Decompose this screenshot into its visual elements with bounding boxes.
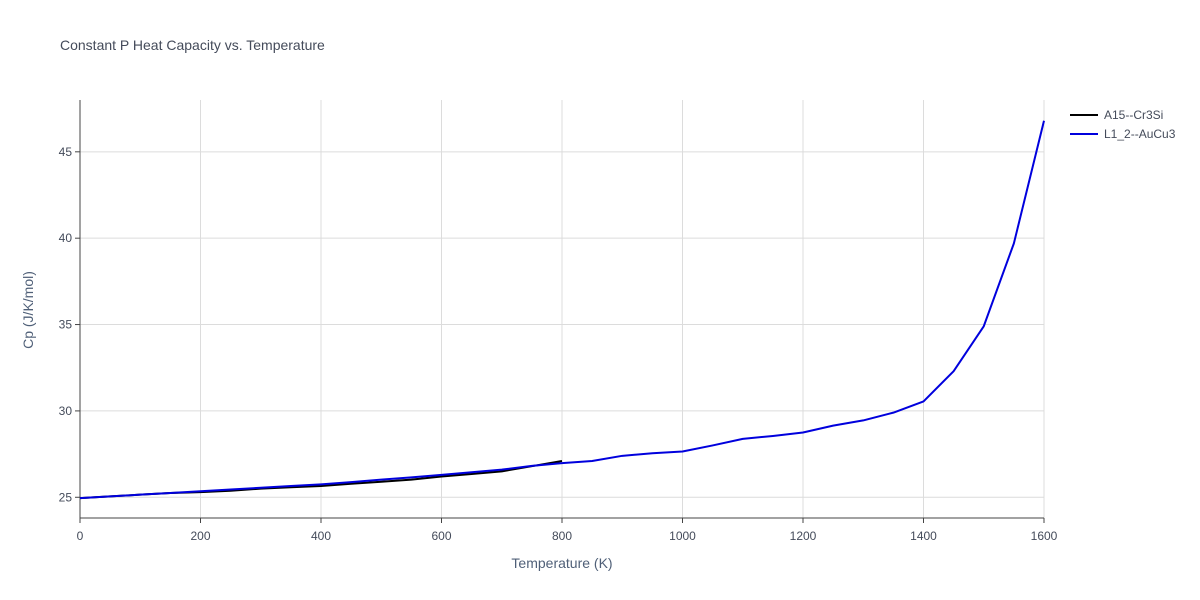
y-tick-label: 45: [59, 145, 73, 159]
chart-title: Constant P Heat Capacity vs. Temperature: [60, 37, 325, 53]
series-layer: [79, 120, 1045, 500]
y-tick-label: 35: [59, 318, 73, 332]
series-line-l1-2-aucu3: [79, 120, 1045, 500]
legend-label: L1_2--AuCu3: [1104, 127, 1176, 141]
axes-layer: 0 200 400 600 800 1000 1200 1400 1600 25 30 35 40 45: [59, 100, 1058, 543]
x-tick-label: 1600: [1031, 529, 1058, 543]
legend[interactable]: A15--Cr3Si L1_2--AuCu3: [1070, 108, 1176, 141]
x-tick-label: 200: [190, 529, 210, 543]
legend-item[interactable]: A15--Cr3Si: [1070, 108, 1163, 122]
y-tick-label: 40: [59, 231, 73, 245]
legend-item[interactable]: L1_2--AuCu3: [1070, 127, 1176, 141]
x-axis-title: Temperature (K): [511, 555, 612, 571]
x-tick-label: 1400: [910, 529, 937, 543]
y-axis-title: Cp (J/K/mol): [20, 271, 36, 349]
x-tick-label: 1000: [669, 529, 696, 543]
x-tick-label: 0: [77, 529, 84, 543]
x-tick-label: 400: [311, 529, 331, 543]
x-tick-label: 600: [431, 529, 451, 543]
y-tick-label: 30: [59, 404, 73, 418]
x-tick-label: 800: [552, 529, 572, 543]
y-tick-label: 25: [59, 490, 73, 504]
x-tick-label: 1200: [790, 529, 817, 543]
grid-layer: [80, 100, 1045, 518]
legend-label: A15--Cr3Si: [1104, 108, 1163, 122]
